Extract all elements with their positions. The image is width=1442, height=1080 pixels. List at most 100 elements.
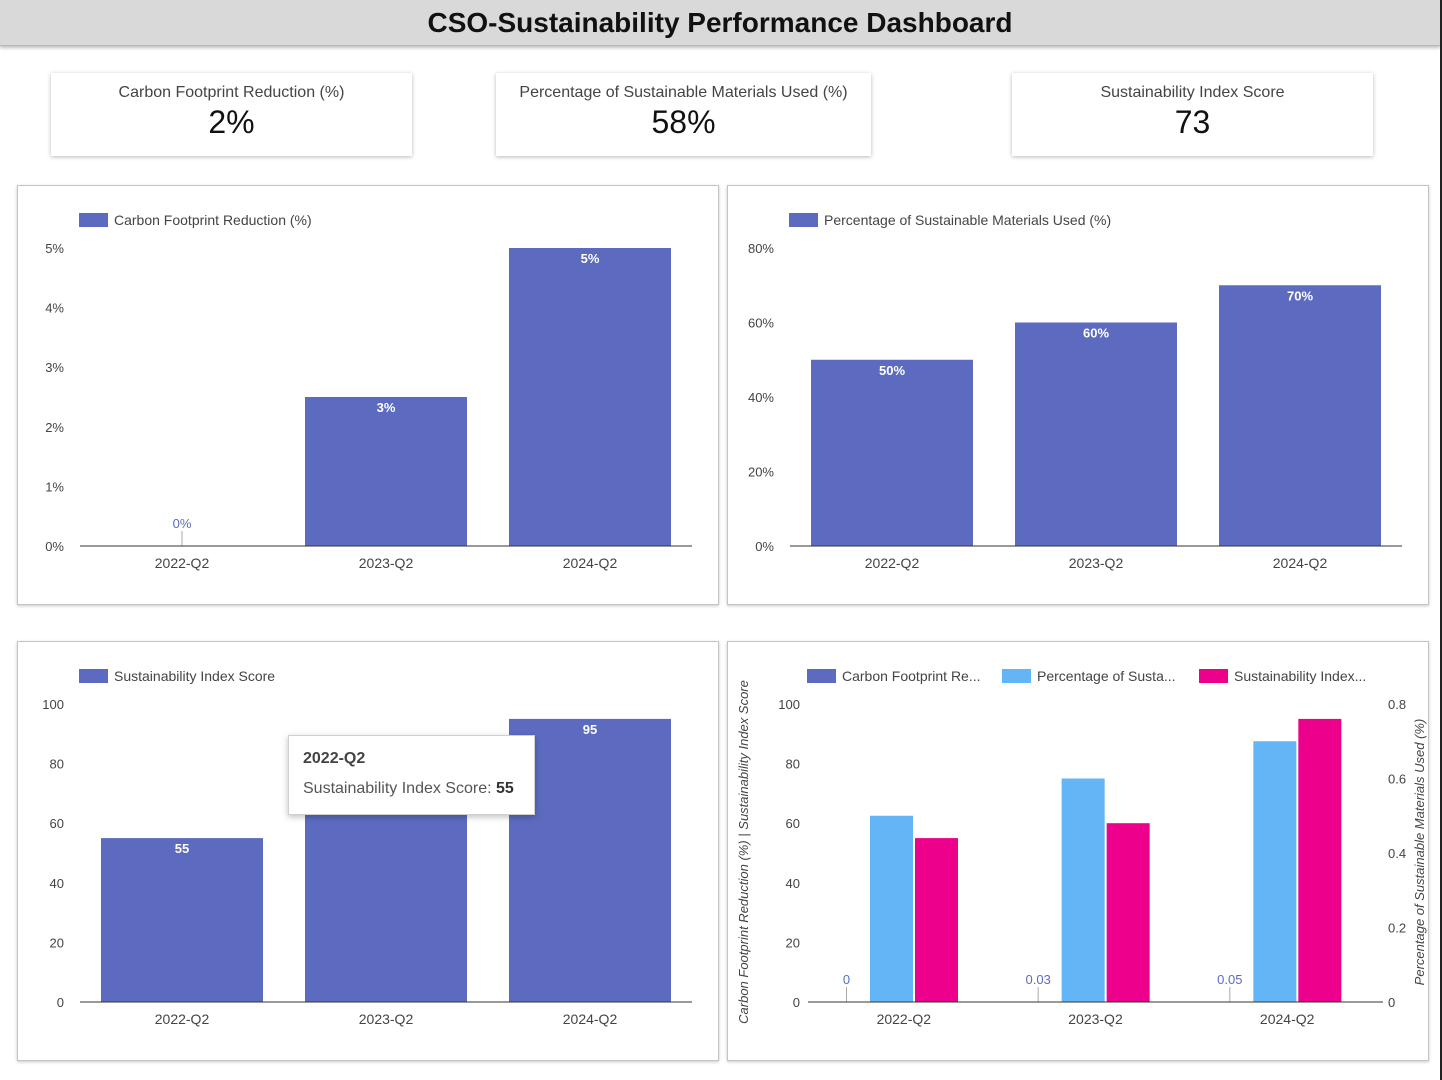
data-label: 95 [583, 722, 597, 737]
data-label: 0 [843, 972, 850, 987]
y-tick-label: 0% [45, 539, 64, 554]
y2-tick-label: 0.4 [1388, 846, 1406, 861]
kpi-value: 73 [1174, 104, 1211, 140]
chart1-legend-label: Percentage of Sustainable Materials Used… [824, 212, 1111, 228]
data-label: 5% [581, 251, 600, 266]
sustainable-materials-bar-chart[interactable]: Percentage of Sustainable Materials Used… [728, 186, 1430, 606]
y-tick-label: 20 [786, 935, 800, 950]
x-tick-label: 2024-Q2 [1260, 1011, 1315, 1027]
y-tick-label: 80% [748, 241, 774, 256]
kpi-label: Carbon Footprint Reduction (%) [118, 84, 345, 101]
y2-tick-label: 0.6 [1388, 772, 1406, 787]
y2-tick-label: 0 [1388, 995, 1395, 1010]
y-tick-label: 20 [50, 935, 64, 950]
window-edge [1440, 0, 1442, 1080]
x-tick-label: 2022-Q2 [155, 555, 210, 571]
chart-panel-sustainability-index[interactable]: Sustainability Index Score 0 20 40 60 80 100 55… [17, 641, 719, 1061]
y-tick-label: 80 [50, 757, 64, 772]
legend-label-0: Carbon Footprint Re... [842, 668, 981, 684]
y2-axis-title: Percentage of Sustainable Materials Used… [1412, 719, 1427, 986]
x-tick-label: 2024-Q2 [563, 1011, 618, 1027]
y-tick-label: 80 [786, 757, 800, 772]
kpi-label: Sustainability Index Score [1100, 84, 1285, 101]
y-tick-label: 0% [755, 539, 774, 554]
bar-2024-Q2 [509, 718, 671, 1002]
y2-tick-label: 0.2 [1388, 921, 1406, 936]
y2-tick-label: 0.8 [1388, 697, 1406, 712]
bar-2023-Q2 [305, 784, 467, 1002]
y-tick-label: 40 [50, 876, 64, 891]
data-label: 55 [175, 841, 189, 856]
bar-2024-Q2 [1219, 285, 1381, 546]
x-tick-label: 2023-Q2 [1068, 1011, 1123, 1027]
kpi-value: 2% [208, 104, 255, 140]
y-axis-title: Carbon Footprint Reduction (%) | Sustain… [736, 680, 751, 1024]
y-tick-label: 4% [45, 301, 64, 316]
y-tick-label: 2% [45, 420, 64, 435]
y-tick-label: 100 [778, 697, 800, 712]
y-tick-label: 40 [786, 876, 800, 891]
y-tick-label: 0 [57, 995, 64, 1010]
y-tick-label: 60% [748, 316, 774, 331]
y-tick-label: 0 [793, 995, 800, 1010]
data-label: 60% [1083, 326, 1109, 341]
chart0-legend-label: Carbon Footprint Reduction (%) [114, 212, 312, 228]
y-tick-label: 100 [42, 697, 64, 712]
bar-series2-2024-Q2 [1298, 718, 1342, 1002]
x-tick-label: 2024-Q2 [563, 555, 618, 571]
x-tick-label: 2023-Q2 [359, 555, 414, 571]
chart0-legend-swatch [79, 213, 108, 227]
legend-swatch-1 [1002, 669, 1031, 683]
chart-panel-carbon-footprint[interactable]: Carbon Footprint Reduction (%) 0% 1% 2% 3% 4%… [17, 185, 719, 605]
bar-series1-2024-Q2 [1253, 741, 1297, 1002]
y-tick-label: 60 [786, 816, 800, 831]
legend-label-1: Percentage of Susta... [1037, 668, 1176, 684]
legend-label-2: Sustainability Index... [1234, 668, 1366, 684]
tooltip-title: 2022-Q2 [303, 750, 366, 767]
chart2-legend-swatch [79, 669, 108, 683]
x-tick-label: 2023-Q2 [359, 1011, 414, 1027]
chart1-legend-swatch [789, 213, 818, 227]
bar-series1-2022-Q2 [870, 815, 913, 1002]
data-label: 50% [879, 363, 905, 378]
chart-panel-combined[interactable]: Carbon Footprint Re... Percentage of Sust… [727, 641, 1429, 1061]
bar-2023-Q2 [1015, 322, 1177, 546]
kpi-label: Percentage of Sustainable Materials Used… [519, 84, 848, 101]
bar-2023-Q2 [305, 397, 467, 546]
x-tick-label: 2022-Q2 [865, 555, 920, 571]
tooltip-row: Sustainability Index Score: 55 [303, 780, 520, 798]
x-tick-label: 2022-Q2 [877, 1011, 932, 1027]
page-title: CSO-Sustainability Performance Dashboard [427, 6, 1013, 38]
bar-2022-Q2 [101, 838, 263, 1002]
dashboard-header: CSO-Sustainability Performance Dashboard [0, 0, 1440, 46]
combined-metrics-bar-chart[interactable]: Carbon Footprint Re... Percentage of Sust… [728, 642, 1430, 1062]
sustainability-index-bar-chart[interactable]: Sustainability Index Score 0 20 40 60 80 100 55… [18, 642, 720, 1062]
bar-series1-2023-Q2 [1061, 778, 1105, 1002]
x-tick-label: 2024-Q2 [1273, 555, 1328, 571]
kpi-card-sustainability-index[interactable]: Sustainability Index Score 73 [1012, 73, 1373, 156]
y-tick-label: 60 [50, 816, 64, 831]
y-tick-label: 20% [748, 465, 774, 480]
data-label: 0% [173, 516, 192, 531]
bar-series2-2023-Q2 [1106, 823, 1150, 1002]
bar-2024-Q2 [509, 248, 671, 546]
data-label: 3% [377, 400, 396, 415]
carbon-footprint-bar-chart[interactable]: Carbon Footprint Reduction (%) 0% 1% 2% 3% 4%… [18, 186, 720, 606]
bar-2022-Q2 [811, 359, 973, 546]
y-tick-label: 40% [748, 390, 774, 405]
data-label: 0.03 [1026, 972, 1051, 987]
kpi-card-sustainable-materials[interactable]: Percentage of Sustainable Materials Used… [496, 73, 871, 156]
tooltip-label: Sustainability Index Score: [303, 780, 492, 797]
x-tick-label: 2022-Q2 [155, 1011, 210, 1027]
chart-tooltip: 2022-Q2 Sustainability Index Score: 55 [288, 735, 535, 815]
data-label: 0.05 [1217, 972, 1242, 987]
kpi-value: 58% [651, 104, 716, 140]
legend-swatch-2 [1199, 669, 1228, 683]
kpi-card-carbon-footprint[interactable]: Carbon Footprint Reduction (%) 2% [51, 73, 412, 156]
x-tick-label: 2023-Q2 [1069, 555, 1124, 571]
data-label: 70% [1287, 288, 1313, 303]
chart-panel-sustainable-materials[interactable]: Percentage of Sustainable Materials Used… [727, 185, 1429, 605]
y-tick-label: 5% [45, 241, 64, 256]
legend-swatch-0 [807, 669, 836, 683]
y-tick-label: 1% [45, 479, 64, 494]
